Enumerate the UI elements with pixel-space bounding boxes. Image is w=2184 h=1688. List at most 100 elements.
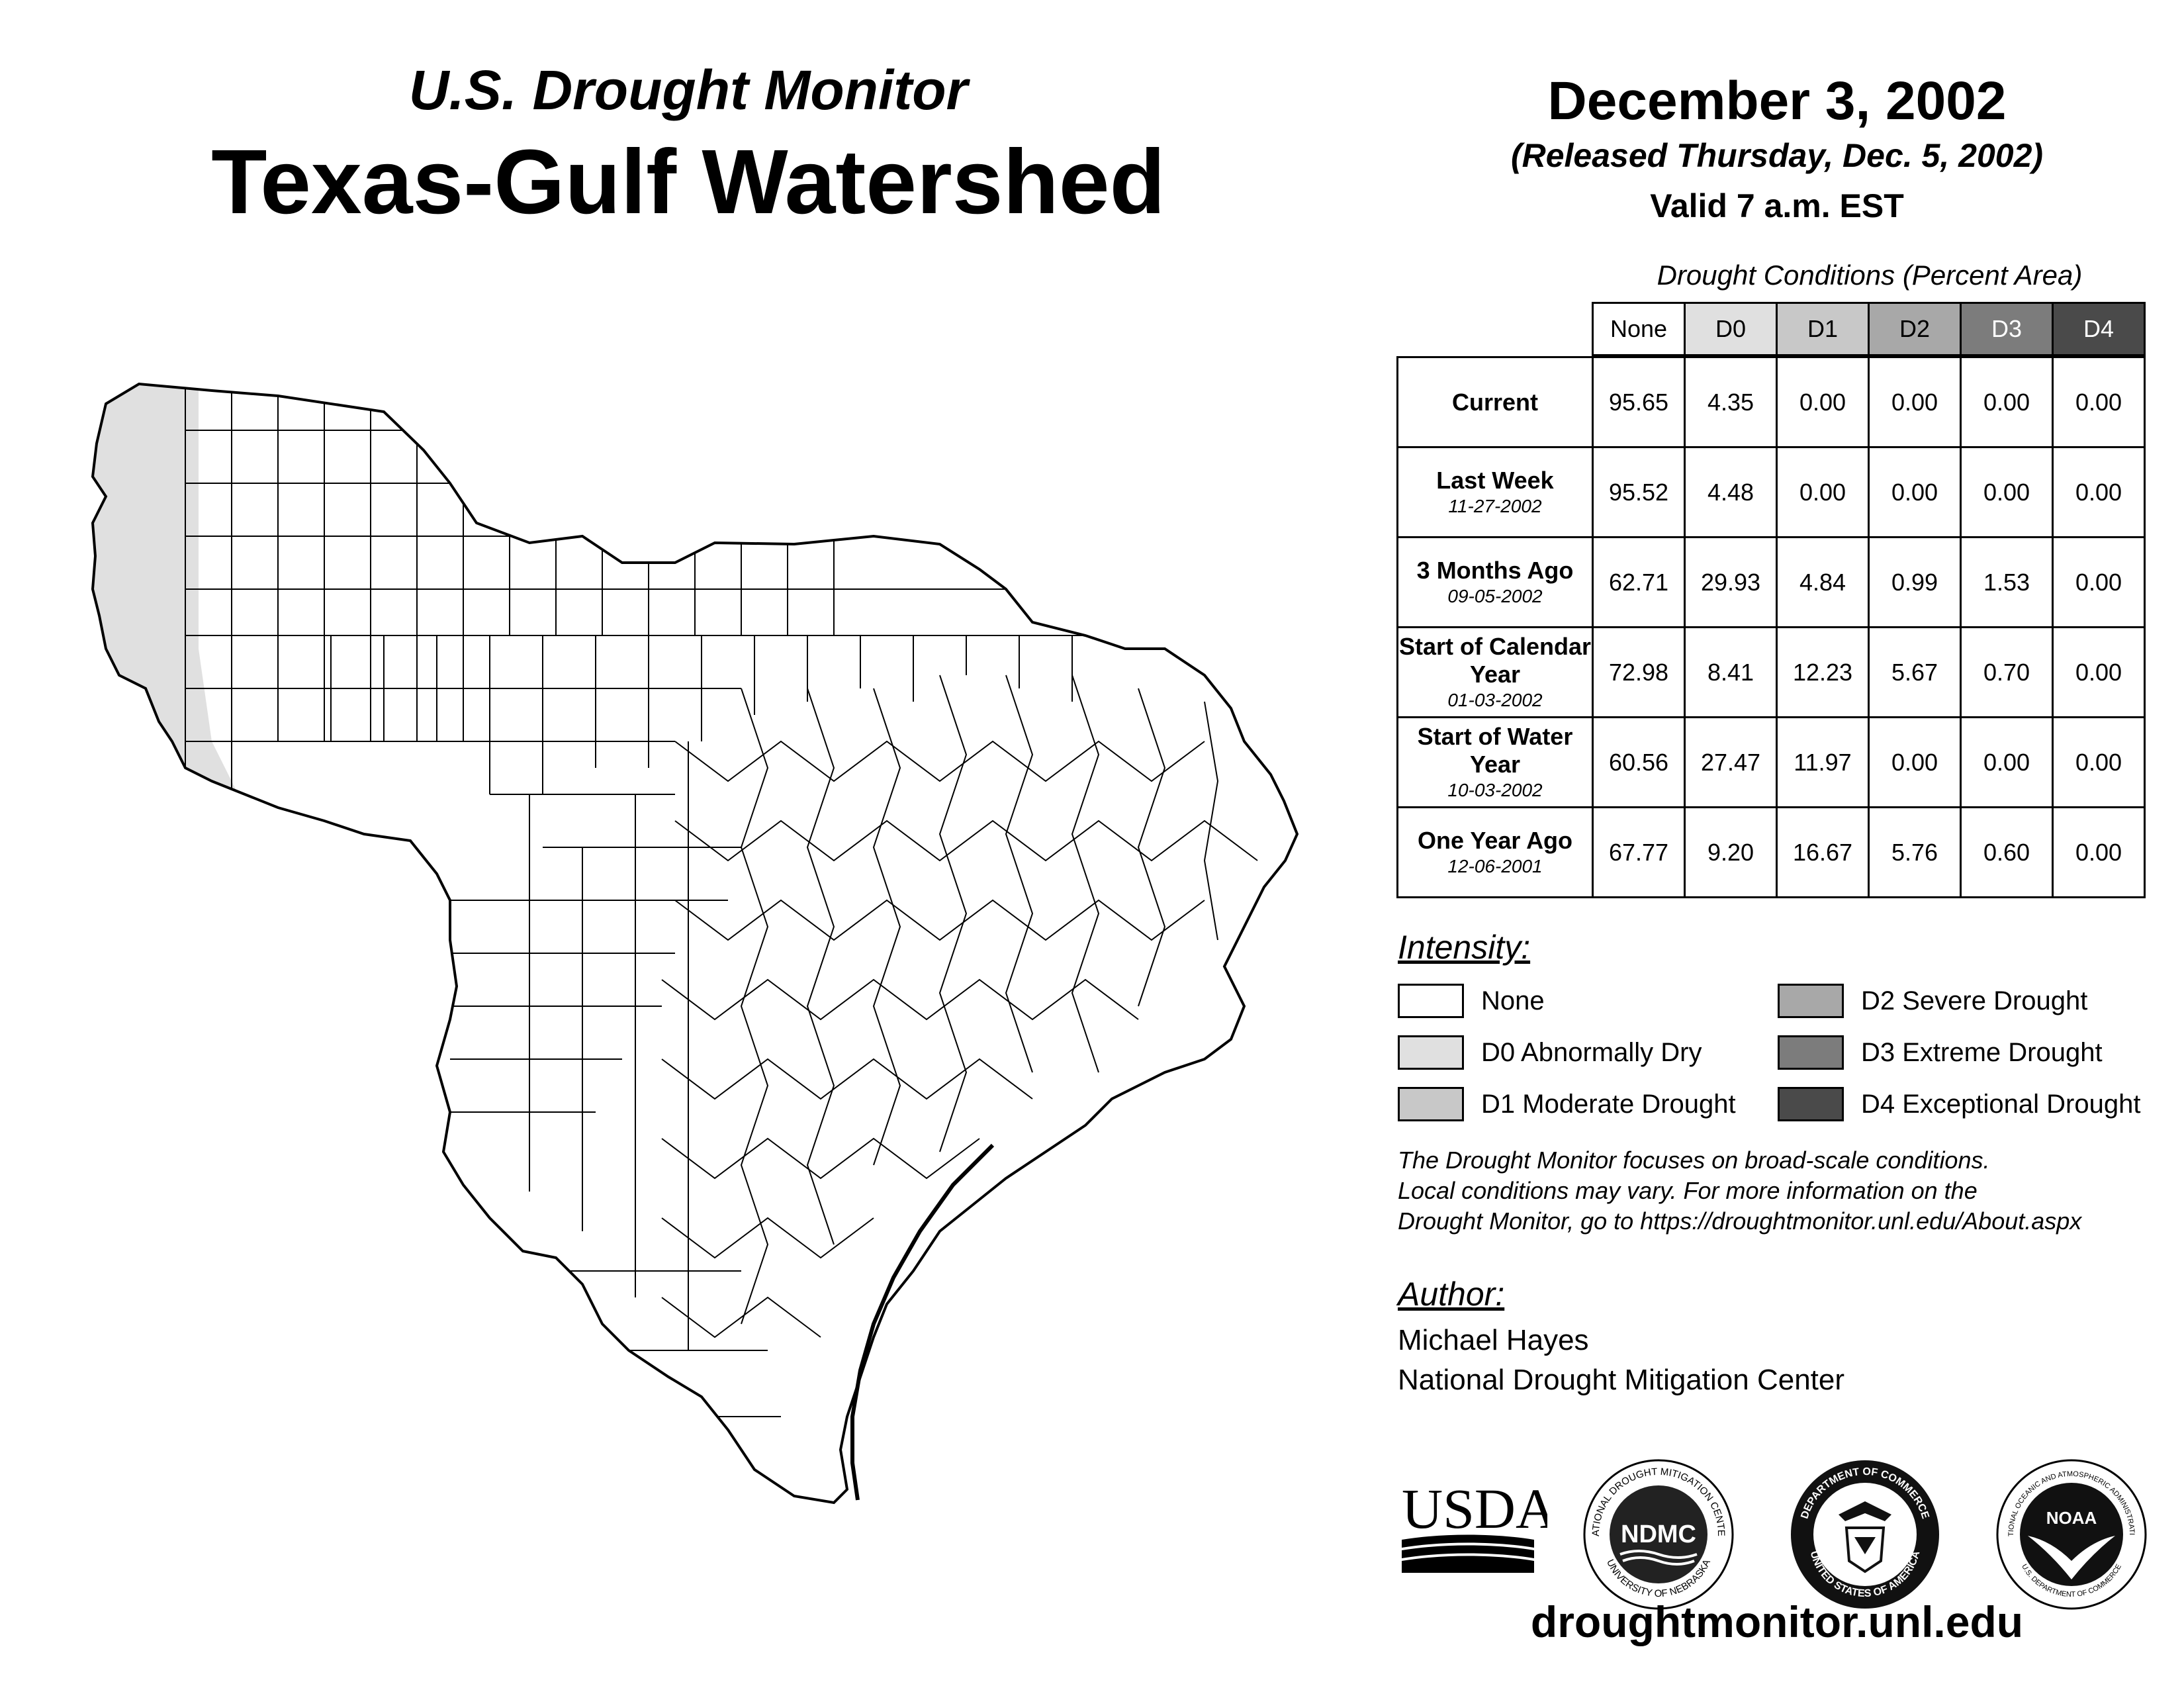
note-line-2: Local conditions may vary. For more info… — [1398, 1177, 1978, 1204]
row-label-text: One Year Ago — [1417, 826, 1573, 854]
map-title: Texas-Gulf Watershed — [211, 131, 1165, 233]
table-body: Current 95.65 4.35 0.00 0.00 0.00 0.00 Last Wee… — [1396, 356, 2146, 898]
table-cell: 0.99 — [1868, 536, 1962, 628]
col-header-none: None — [1592, 302, 1686, 356]
table-row: Last Week 11-27-2002 95.52 4.48 0.00 0.00 0.00… — [1396, 446, 2146, 538]
legend-label: None — [1481, 986, 1545, 1015]
legend-label: D0 Abnormally Dry — [1481, 1038, 1702, 1067]
table-cell: 62.71 — [1592, 536, 1686, 628]
legend-label: D3 Extreme Drought — [1861, 1038, 2103, 1067]
watershed-map — [91, 383, 1298, 1504]
ndmc-logo-icon: NATIONAL DROUGHT MITIGATION CENTER UNIVE… — [1579, 1455, 1734, 1610]
table-cell: 11.97 — [1776, 716, 1870, 808]
table-cell: 16.67 — [1776, 806, 1870, 898]
table-cell: 4.48 — [1684, 446, 1778, 538]
table-cell: 0.00 — [1960, 356, 2054, 448]
table-corner — [1398, 303, 1593, 355]
legend-swatch — [1778, 1035, 1844, 1070]
table-cell: 0.00 — [1868, 716, 1962, 808]
table-cell: 27.47 — [1684, 716, 1778, 808]
table-caption: Drought Conditions (Percent Area) — [1657, 259, 2083, 291]
table-cell: 0.00 — [1776, 446, 1870, 538]
row-label-text: Current — [1451, 388, 1538, 416]
map-subtitle: U.S. Drought Monitor — [408, 59, 968, 121]
row-label-text: Start of Water Year — [1417, 722, 1573, 778]
row-label-text: Last Week — [1436, 466, 1554, 494]
row-label: Current — [1396, 356, 1594, 448]
table-cell: 0.00 — [2052, 806, 2146, 898]
table-row: Start of Water Year 10-03-2002 60.56 27.47 1… — [1396, 716, 2146, 808]
release-date: (Released Thursday, Dec. 5, 2002) — [1510, 137, 2044, 174]
drought-conditions-table: None D0 D1 D2 D3 D4 Current 95.65 4.35 0.00… — [1396, 302, 2146, 898]
table-cell: 95.52 — [1592, 446, 1686, 538]
legend-swatch — [1778, 1087, 1844, 1121]
table-cell: 72.98 — [1592, 626, 1686, 718]
legend-label: D1 Moderate Drought — [1481, 1090, 1736, 1119]
table-cell: 8.41 — [1684, 626, 1778, 718]
legend-label: D4 Exceptional Drought — [1861, 1090, 2141, 1119]
col-header-d3: D3 — [1960, 302, 2054, 356]
author-organization: National Drought Mitigation Center — [1398, 1364, 1845, 1396]
usda-logo-icon: USDA — [1402, 1477, 1547, 1573]
table-cell: 0.00 — [2052, 716, 2146, 808]
table-cell: 4.84 — [1776, 536, 1870, 628]
legend-swatch — [1398, 1087, 1464, 1121]
col-header-d0: D0 — [1684, 302, 1778, 356]
table-cell: 12.23 — [1776, 626, 1870, 718]
usda-text: USDA — [1402, 1477, 1547, 1540]
row-date: 10-03-2002 — [1447, 779, 1543, 800]
row-label: 3 Months Ago 09-05-2002 — [1396, 536, 1594, 628]
author-heading: Author: — [1398, 1276, 1505, 1313]
col-header-d4: D4 — [2052, 302, 2146, 356]
row-label-text: 3 Months Ago — [1416, 556, 1574, 584]
row-label: Last Week 11-27-2002 — [1396, 446, 1594, 538]
map-date: December 3, 2002 — [1547, 71, 2007, 131]
row-label: Start of Water Year 10-03-2002 — [1396, 716, 1594, 808]
note-line-1: The Drought Monitor focuses on broad-sca… — [1398, 1147, 1990, 1174]
noaa-text: NOAA — [2046, 1508, 2097, 1528]
table-cell: 29.93 — [1684, 536, 1778, 628]
table-cell: 0.00 — [1960, 716, 2054, 808]
table-cell: 60.56 — [1592, 716, 1686, 808]
table-cell: 5.76 — [1868, 806, 1962, 898]
legend-swatch — [1778, 984, 1844, 1018]
table-cell: 0.00 — [2052, 626, 2146, 718]
table-cell: 0.00 — [2052, 446, 2146, 538]
table-cell: 0.60 — [1960, 806, 2054, 898]
footer-url[interactable]: droughtmonitor.unl.edu — [1530, 1597, 2024, 1646]
disclaimer-note: The Drought Monitor focuses on broad-sca… — [1398, 1145, 2184, 1237]
commerce-seal-icon: DEPARTMENT OF COMMERCE UNITED STATES OF … — [1791, 1460, 1939, 1609]
table-cell: 9.20 — [1684, 806, 1778, 898]
table-cell: 0.00 — [1960, 446, 2054, 538]
author-name: Michael Hayes — [1398, 1324, 1589, 1356]
row-date: 09-05-2002 — [1447, 585, 1543, 606]
note-line-3: Drought Monitor, go to https://droughtmo… — [1398, 1207, 2082, 1235]
table-cell: 0.00 — [2052, 536, 2146, 628]
table-row: Start of Calendar Year 01-03-2002 72.98 8.4… — [1396, 626, 2146, 718]
row-date: 12-06-2001 — [1447, 855, 1543, 876]
table-cell: 0.00 — [2052, 356, 2146, 448]
table-row: 3 Months Ago 09-05-2002 62.71 29.93 4.84 0.99… — [1396, 536, 2146, 628]
table-cell: 0.00 — [1868, 356, 1962, 448]
col-header-d1: D1 — [1776, 302, 1870, 356]
legend-heading: Intensity: — [1398, 929, 1531, 966]
row-label: One Year Ago 12-06-2001 — [1396, 806, 1594, 898]
ndmc-text: NDMC — [1621, 1521, 1696, 1548]
row-date: 11-27-2002 — [1448, 495, 1542, 516]
row-label: Start of Calendar Year 01-03-2002 — [1396, 626, 1594, 718]
barrier-island — [850, 1143, 995, 1501]
noaa-logo-icon: NATIONAL OCEANIC AND ATMOSPHERIC ADMINIS… — [1992, 1455, 2147, 1610]
valid-time: Valid 7 a.m. EST — [1650, 187, 1904, 224]
table-cell: 0.70 — [1960, 626, 2054, 718]
col-header-d2: D2 — [1868, 302, 1962, 356]
table-cell: 4.35 — [1684, 356, 1778, 448]
legend-label: D2 Severe Drought — [1861, 986, 2088, 1015]
table-cell: 1.53 — [1960, 536, 2054, 628]
table-cell: 95.65 — [1592, 356, 1686, 448]
table-row: One Year Ago 12-06-2001 67.77 9.20 16.67 5.76… — [1396, 806, 2146, 898]
table-row: Current 95.65 4.35 0.00 0.00 0.00 0.00 — [1396, 356, 2146, 448]
row-date: 01-03-2002 — [1447, 689, 1543, 710]
legend-swatch — [1398, 984, 1464, 1018]
table-cell: 0.00 — [1868, 446, 1962, 538]
table-cell: 0.00 — [1776, 356, 1870, 448]
